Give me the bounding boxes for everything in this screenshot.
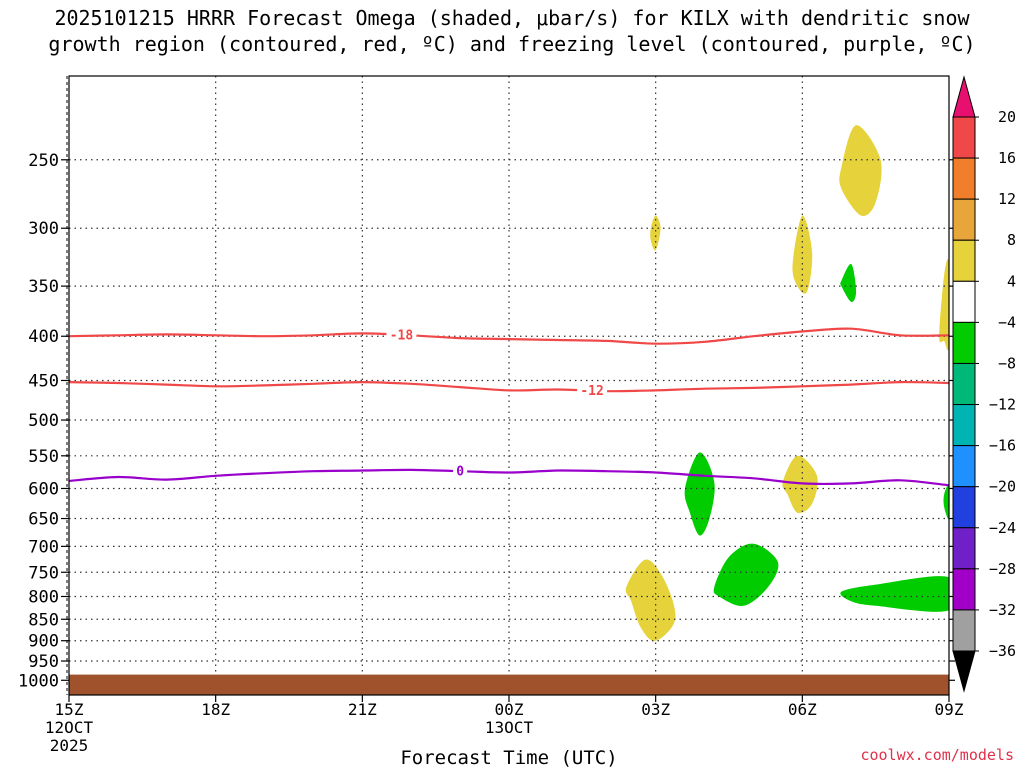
colorbar-swatch	[952, 527, 976, 570]
omega-region-rising-4-8	[792, 215, 813, 294]
colorbar-tick-label: −28	[989, 560, 1016, 578]
contour-label-bg	[386, 327, 417, 342]
y-tick-label: 700	[28, 537, 59, 557]
omega-region-rising-4-8	[625, 559, 676, 641]
contour-label: -18	[390, 328, 414, 343]
colorbar-swatch	[952, 157, 976, 200]
colorbar-swatch	[952, 609, 976, 652]
contour-line	[69, 327, 949, 345]
contour-label: 0	[456, 465, 464, 480]
x-tick-label: 12OCT	[45, 718, 94, 737]
x-tick-label: 15Z	[55, 700, 84, 719]
y-tick-label: 950	[28, 652, 59, 672]
y-tick-label: 350	[28, 277, 59, 297]
colorbar-tick-label: 4	[1007, 272, 1016, 290]
contour-line	[69, 380, 949, 393]
colorbar-tick-label: −24	[989, 519, 1016, 537]
colorbar-tick-label: 20	[998, 108, 1016, 126]
colorbar-swatch	[952, 568, 976, 611]
colorbar-swatch	[952, 280, 976, 323]
omega-region-rising-4-8	[650, 215, 661, 251]
colorbar-tick-label: −32	[989, 601, 1016, 619]
colorbar-swatch	[952, 321, 976, 364]
y-tick-label: 300	[28, 219, 59, 239]
x-tick-label: 00Z	[495, 700, 524, 719]
colorbar-swatch	[952, 486, 976, 529]
colorbar-swatch	[952, 445, 976, 488]
omega-region-sinking-4-8	[943, 484, 949, 520]
colorbar-tick-label: 16	[998, 149, 1016, 167]
chart-title-line-1: 2025101215 HRRR Forecast Omega (shaded, …	[54, 6, 970, 30]
omega-region-sinking-4-8	[713, 543, 779, 606]
omega-region-rising-4-8	[939, 259, 949, 351]
contour-label-bg	[453, 464, 468, 479]
y-tick-label: 250	[28, 151, 59, 171]
chart-title-line-2: growth region (contoured, red, ºC) and f…	[48, 32, 976, 56]
y-tick-label: 550	[28, 447, 59, 467]
x-tick-label: 21Z	[348, 700, 377, 719]
colorbar-swatch	[952, 404, 976, 447]
y-tick-label: 500	[28, 411, 59, 431]
y-tick-label: 900	[28, 632, 59, 652]
colorbar-swatch	[952, 116, 976, 159]
colorbar-bottom-arrow	[952, 650, 976, 693]
contour-label: -12	[580, 384, 603, 399]
x-tick-label: 2025	[50, 736, 89, 755]
contour-label-bg	[577, 383, 608, 398]
colorbar-swatch	[952, 362, 976, 406]
colorbar-swatch	[952, 239, 976, 282]
x-tick-label: 09Z	[935, 700, 964, 719]
contour-line	[69, 468, 949, 487]
y-tick-label: 800	[28, 587, 59, 607]
x-axis-label: Forecast Time (UTC)	[400, 747, 617, 768]
y-tick-label: 650	[28, 510, 59, 530]
colorbar-swatch	[952, 198, 976, 241]
omega-region-rising-4-8	[839, 125, 882, 216]
colorbar-top-arrow	[952, 75, 976, 118]
y-tick-label: 750	[28, 563, 59, 583]
x-tick-label: 03Z	[641, 700, 670, 719]
y-tick-label: 1000	[18, 671, 59, 691]
x-tick-label: 13OCT	[485, 718, 534, 737]
colorbar-tick-label: −8	[998, 354, 1016, 372]
y-tick-label: 450	[28, 371, 59, 391]
y-tick-label: 600	[28, 479, 59, 499]
credit-link[interactable]: coolwx.com/models	[860, 746, 1014, 764]
x-tick-label: 06Z	[788, 700, 817, 719]
colorbar-tick-label: 12	[998, 190, 1016, 208]
terrain-below-ground	[69, 674, 949, 695]
colorbar-tick-label: −4	[998, 313, 1016, 331]
colorbar-tick-label: 8	[1007, 231, 1016, 249]
omega-region-sinking-4-8	[840, 576, 949, 612]
y-tick-label: 400	[28, 327, 59, 347]
colorbar-tick-label: −12	[989, 396, 1016, 414]
omega-region-sinking-4-8	[840, 263, 857, 303]
x-tick-label: 18Z	[201, 700, 230, 719]
y-tick-label: 850	[28, 610, 59, 630]
colorbar-tick-label: −20	[989, 478, 1016, 496]
colorbar-tick-label: −36	[989, 642, 1016, 660]
colorbar-tick-label: −16	[989, 437, 1016, 455]
omega-region-sinking-4-8	[684, 452, 715, 536]
